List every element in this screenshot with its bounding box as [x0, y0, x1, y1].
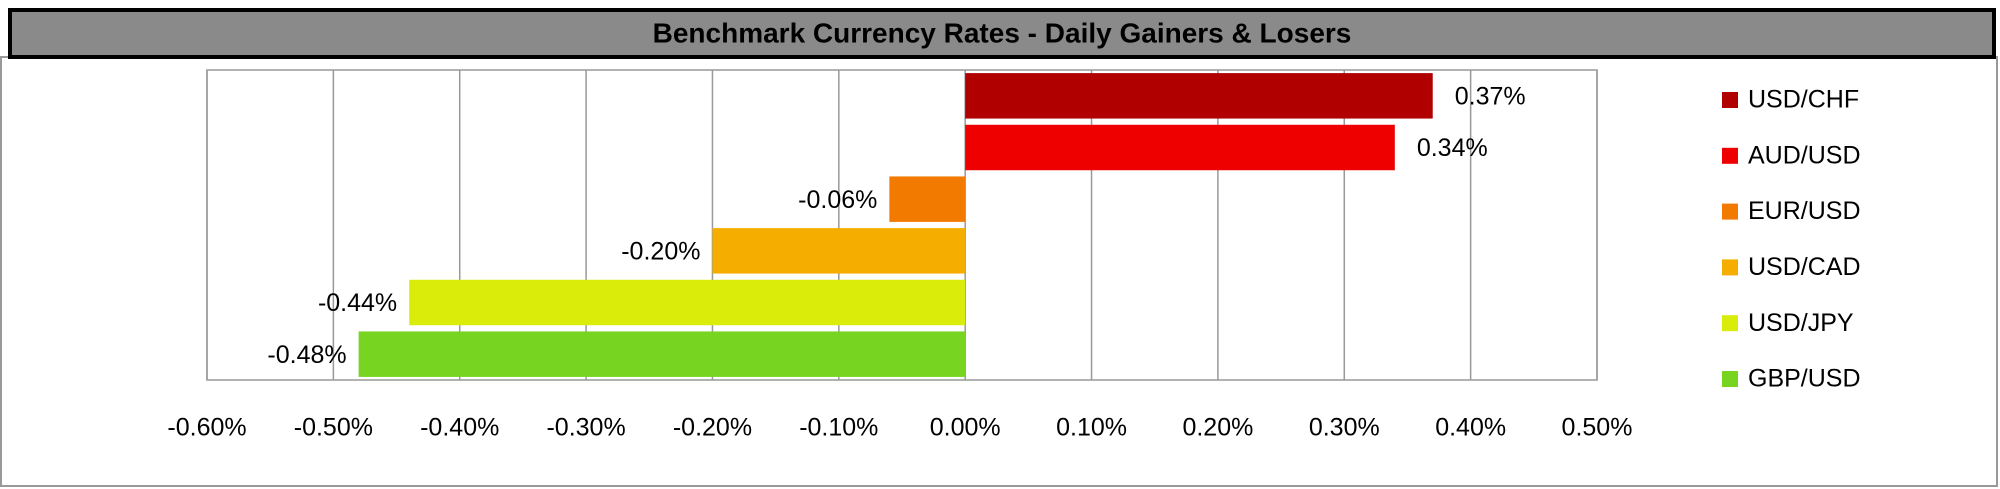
title-bar: [8, 8, 1996, 59]
legend-label: USD/CHF: [1748, 86, 1859, 114]
legend-swatch: [1722, 315, 1738, 332]
legend-label: USD/JPY: [1748, 309, 1854, 337]
bar: [965, 73, 1433, 119]
legend-label: AUD/USD: [1748, 141, 1861, 169]
value-label: -0.48%: [267, 341, 346, 369]
bar: [409, 279, 966, 326]
x-tick-label: -0.50%: [294, 414, 373, 442]
legend-swatch: [1722, 203, 1738, 220]
value-label: 0.37%: [1455, 82, 1526, 110]
x-tick-label: 0.10%: [1056, 414, 1127, 442]
bar: [889, 176, 966, 222]
value-label: -0.44%: [318, 289, 397, 317]
legend-label: GBP/USD: [1748, 365, 1861, 393]
x-tick-label: -0.10%: [799, 414, 878, 442]
chart-title: Benchmark Currency Rates - Daily Gainers…: [653, 17, 1352, 48]
x-tick-label: 0.40%: [1435, 414, 1506, 442]
legend-swatch: [1722, 371, 1738, 387]
value-label: 0.34%: [1417, 134, 1488, 162]
bar: [712, 228, 966, 274]
x-tick-label: -0.40%: [420, 414, 499, 442]
x-tick-label: 0.50%: [1562, 414, 1633, 442]
legend-swatch: [1722, 259, 1738, 276]
x-tick-label: 0.00%: [930, 414, 1001, 442]
x-tick-label: -0.30%: [546, 414, 625, 442]
x-tick-label: 0.20%: [1182, 414, 1253, 442]
value-label: -0.06%: [798, 186, 877, 214]
x-tick-label: 0.30%: [1309, 414, 1380, 442]
legend-swatch: [1722, 92, 1738, 108]
legend-label: USD/CAD: [1748, 253, 1861, 281]
legend-swatch: [1722, 147, 1738, 164]
value-label: -0.20%: [621, 237, 700, 265]
bar: [965, 124, 1395, 171]
legend-label: EUR/USD: [1748, 197, 1861, 225]
x-tick-label: -0.20%: [673, 414, 752, 442]
x-tick-label: -0.60%: [167, 414, 246, 442]
bar: [358, 331, 966, 377]
